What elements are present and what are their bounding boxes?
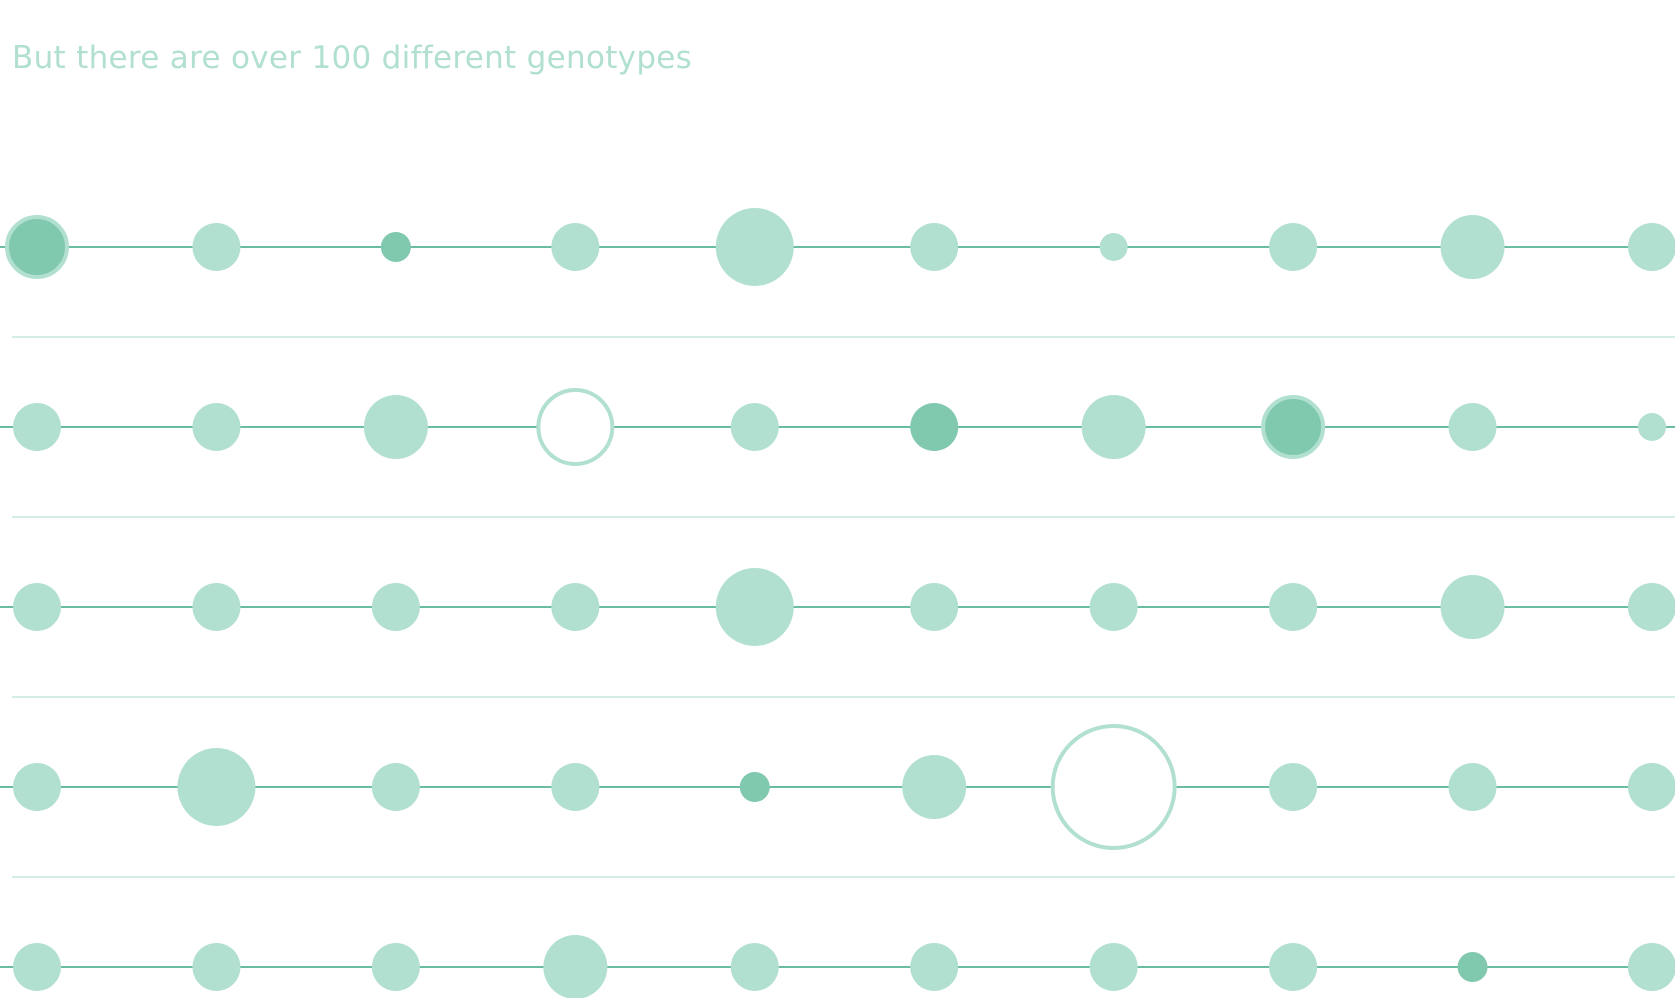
genotype-node — [13, 943, 61, 991]
genotype-node — [1269, 583, 1318, 631]
genotype-node — [13, 763, 61, 811]
genotype-node — [1269, 223, 1318, 271]
genotype-node — [1638, 413, 1666, 441]
genotype-node-highlighted — [1261, 395, 1326, 459]
genotype-node — [363, 395, 428, 459]
genotype-node — [192, 223, 241, 271]
genotype-node — [371, 943, 420, 991]
genotype-node — [1440, 215, 1505, 279]
genotype-node — [551, 583, 600, 631]
genotype-node — [177, 748, 256, 826]
genotype-node — [910, 943, 959, 991]
genotype-node — [543, 935, 608, 998]
genotype-node — [551, 223, 600, 271]
genotype-row-5 — [0, 935, 1675, 998]
genotype-node — [1628, 583, 1675, 631]
genotype-row-4 — [0, 724, 1675, 850]
genotype-node — [1440, 575, 1505, 639]
genotype-node — [13, 403, 61, 451]
genotype-node — [730, 943, 779, 991]
genotype-node — [192, 583, 241, 631]
genotype-node — [13, 583, 61, 631]
genotype-row-1 — [0, 208, 1675, 286]
genotype-node-hollow — [1050, 724, 1177, 850]
genotype-node — [1081, 395, 1146, 459]
genotype-node — [1448, 763, 1497, 811]
genotype-node-highlighted — [5, 215, 69, 279]
genotype-row-3 — [0, 568, 1675, 646]
genotype-node-dark — [739, 772, 770, 802]
genotype-node-dark — [910, 403, 959, 451]
genotype-node — [371, 583, 420, 631]
genotype-node-hollow — [536, 388, 615, 466]
genotype-node — [1628, 943, 1675, 991]
genotype-node — [551, 763, 600, 811]
genotype-node — [1628, 223, 1675, 271]
genotype-node — [910, 223, 959, 271]
genotype-node — [1089, 583, 1138, 631]
genotype-node — [371, 763, 420, 811]
genotype-node — [1628, 763, 1675, 811]
genotype-node — [715, 568, 794, 646]
genotype-node-dark — [380, 232, 411, 262]
genotype-node — [1089, 943, 1138, 991]
genotype-node-dark — [1457, 952, 1488, 982]
genotype-node — [715, 208, 794, 286]
page-title: But there are over 100 different genotyp… — [12, 40, 693, 76]
genotype-node — [730, 403, 779, 451]
genotype-node — [902, 755, 967, 819]
genotype-node — [910, 583, 959, 631]
genotype-node — [1269, 943, 1318, 991]
genotype-row-2 — [0, 388, 1675, 466]
genotype-node — [1448, 403, 1497, 451]
genotype-node — [192, 403, 241, 451]
genotype-node — [1099, 233, 1128, 261]
genotype-node — [1269, 763, 1318, 811]
genotype-node — [192, 943, 241, 991]
